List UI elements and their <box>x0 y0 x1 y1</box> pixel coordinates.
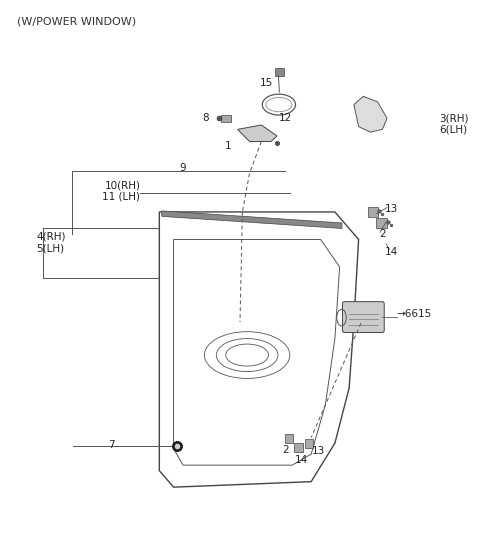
Polygon shape <box>354 96 387 132</box>
FancyBboxPatch shape <box>294 443 302 452</box>
Polygon shape <box>162 211 342 229</box>
Text: →6615: →6615 <box>396 309 432 319</box>
Text: 3(RH)
6(LH): 3(RH) 6(LH) <box>439 113 469 135</box>
Text: 2: 2 <box>282 445 288 455</box>
FancyBboxPatch shape <box>285 434 293 443</box>
Text: 9: 9 <box>180 163 186 173</box>
Text: 2: 2 <box>379 229 385 239</box>
FancyBboxPatch shape <box>376 218 386 228</box>
Text: 15: 15 <box>260 78 273 88</box>
Text: 14: 14 <box>385 246 398 256</box>
Polygon shape <box>238 125 277 141</box>
Text: 13: 13 <box>385 204 398 214</box>
Text: 1: 1 <box>225 141 231 151</box>
FancyBboxPatch shape <box>342 302 384 332</box>
FancyBboxPatch shape <box>275 68 284 76</box>
FancyBboxPatch shape <box>304 439 313 448</box>
Text: (W/POWER WINDOW): (W/POWER WINDOW) <box>17 17 136 27</box>
Text: 8: 8 <box>203 113 209 123</box>
Text: 12: 12 <box>278 113 292 123</box>
Text: 10(RH)
11 (LH): 10(RH) 11 (LH) <box>102 180 140 202</box>
Text: 14: 14 <box>295 455 308 465</box>
FancyBboxPatch shape <box>368 207 378 217</box>
FancyBboxPatch shape <box>220 115 231 122</box>
Text: 7: 7 <box>108 440 114 450</box>
Text: 4(RH)
5(LH): 4(RH) 5(LH) <box>36 231 65 253</box>
Text: 13: 13 <box>312 446 325 456</box>
